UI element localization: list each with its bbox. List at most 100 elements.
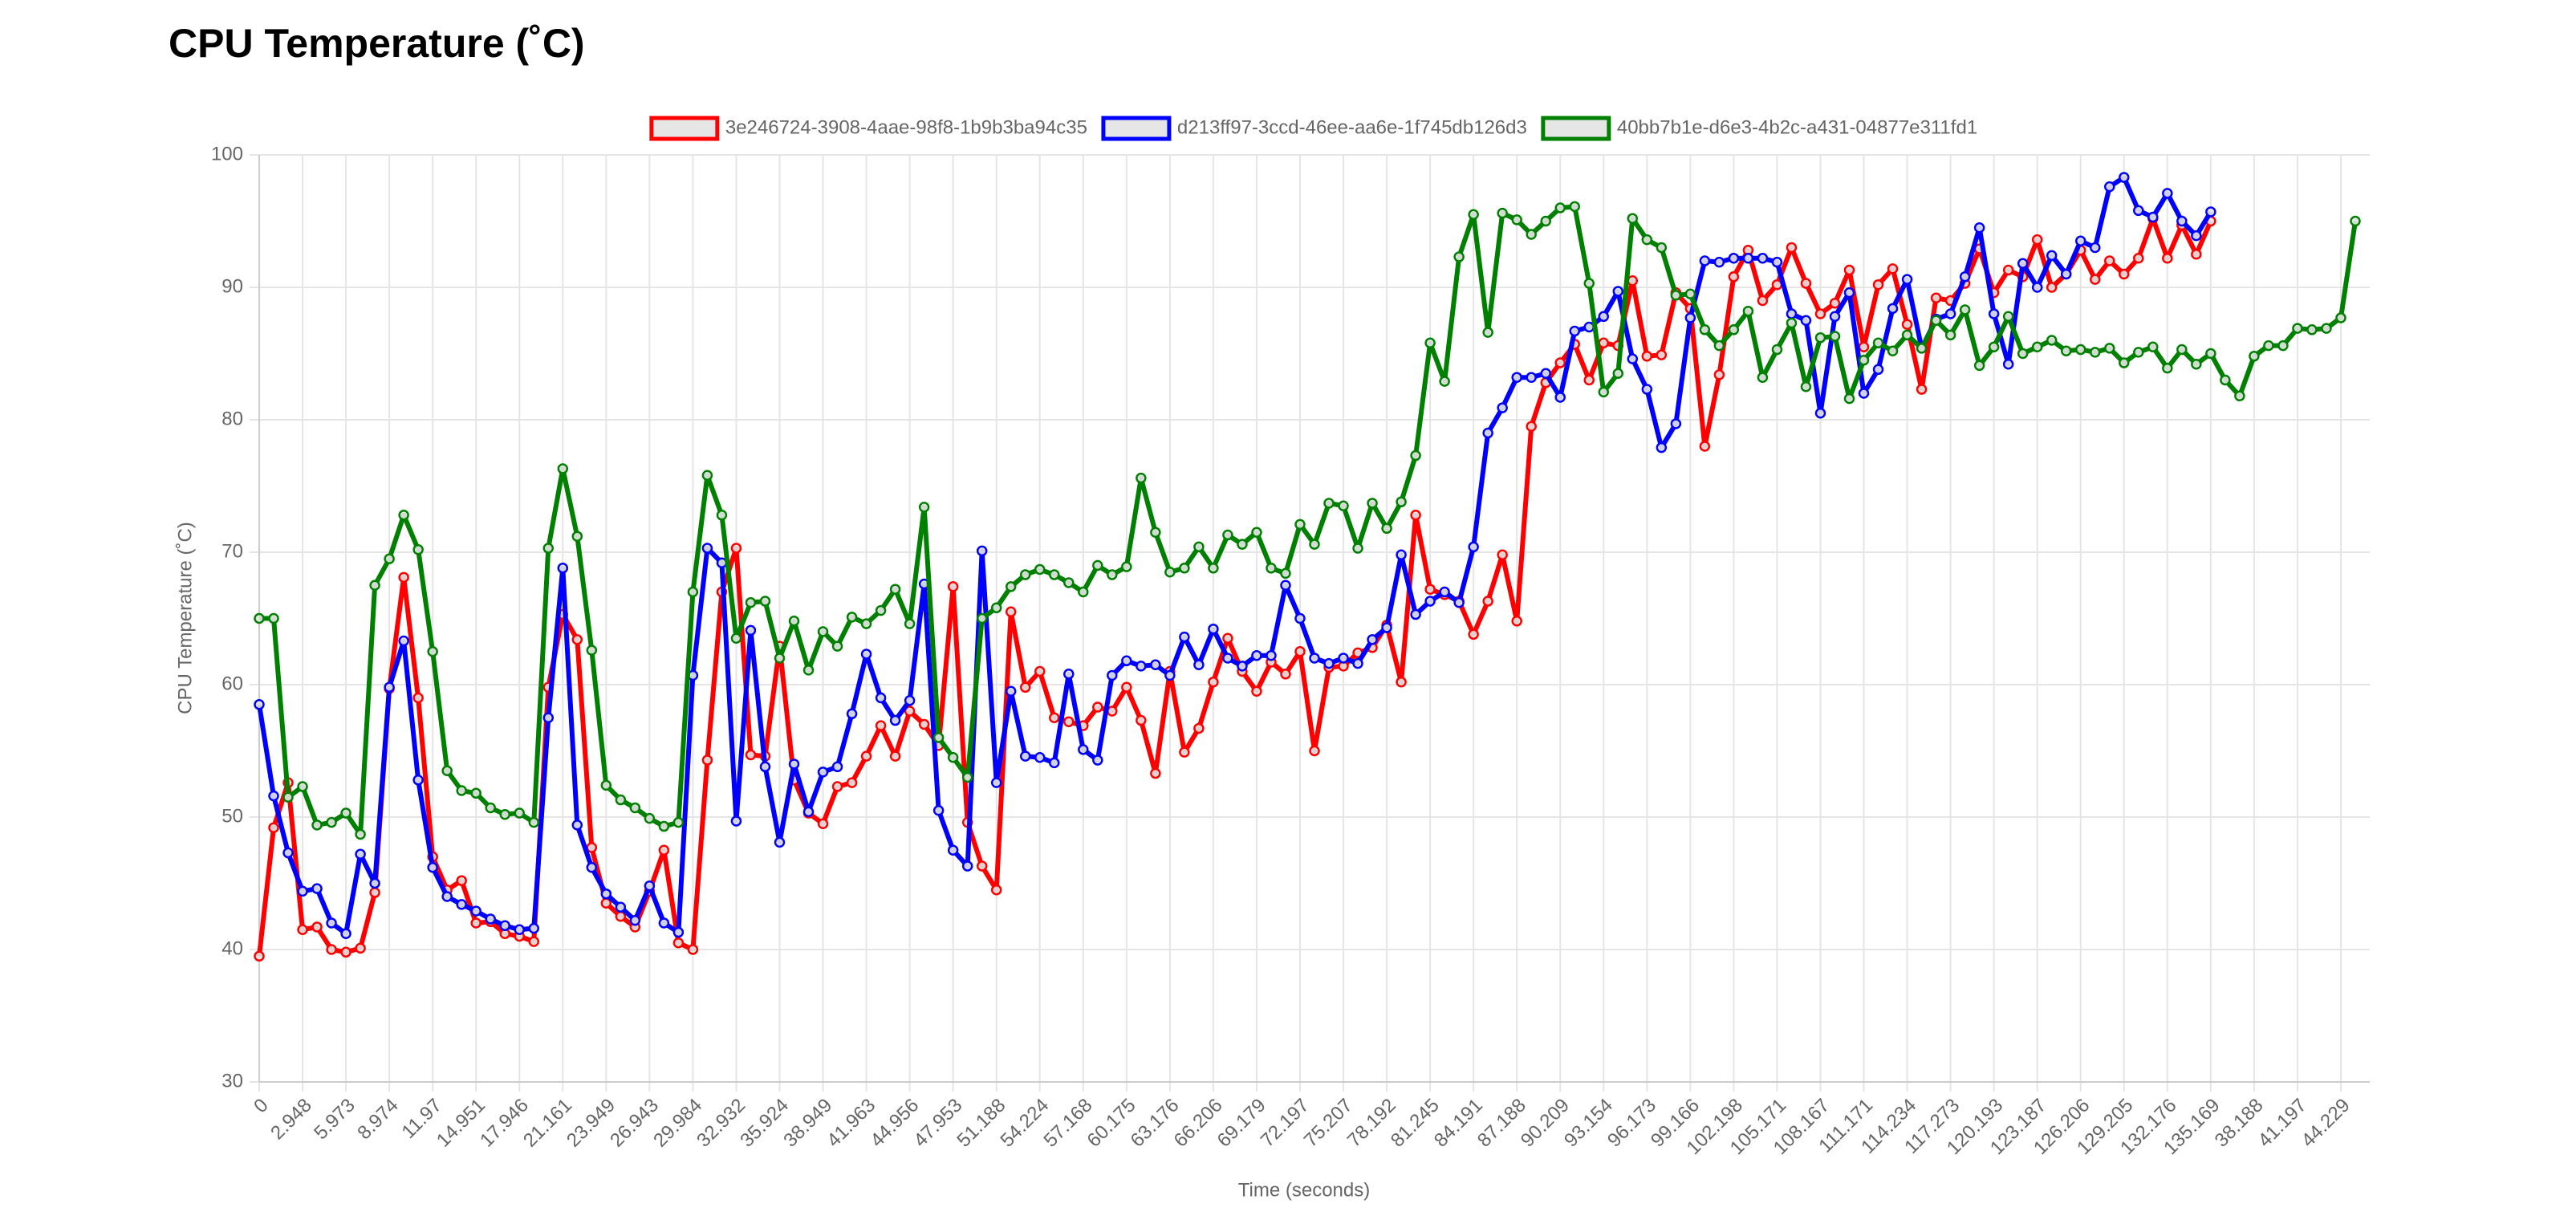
data-point [1887,303,1899,315]
data-point [759,761,771,773]
data-point [485,802,496,814]
data-point [1511,616,1522,627]
data-point [268,612,279,624]
data-point [1266,649,1277,661]
data-point [1641,234,1653,246]
data-point [1526,372,1537,383]
data-point [1381,622,1392,633]
data-point [672,926,685,938]
data-point [1092,754,1103,766]
data-point [1641,351,1653,362]
data-point [528,816,540,828]
data-point [918,718,930,730]
data-point [1237,539,1248,550]
data-point [1670,290,1682,301]
data-point [2306,324,2318,336]
x-tick-label: 84.191 [1430,1095,1487,1152]
data-point [701,754,713,766]
data-point [1627,353,1639,364]
data-point [1294,612,1306,624]
data-point [1019,569,1031,580]
data-point [1019,750,1031,762]
data-point [2277,340,2289,352]
data-point [846,708,858,720]
data-point [2162,188,2173,199]
data-point [1901,329,1913,341]
data-point [268,822,279,833]
data-point [456,899,467,910]
data-point [398,635,409,647]
data-point [1005,685,1017,697]
data-point [1814,331,1826,344]
data-point [1381,523,1392,535]
data-point [2176,215,2188,227]
data-point [1179,563,1190,574]
data-point [1887,263,1899,274]
data-point [1511,372,1522,383]
data-point [1540,215,1551,227]
data-point [1251,649,1262,661]
data-point [1323,498,1335,509]
data-point [904,695,916,706]
data-point [1757,252,1769,264]
data-point [1728,271,1740,283]
x-tick-label: 8.974 [353,1095,403,1145]
data-point [2060,345,2072,356]
data-point [456,785,467,796]
data-point [1554,357,1566,368]
data-point [990,777,1002,788]
data-point [1063,577,1075,588]
data-point [716,510,728,521]
data-point [1670,418,1682,429]
data-point [571,531,583,542]
data-point [1612,368,1624,379]
data-point [1107,669,1118,681]
data-point [1554,392,1566,403]
data-point [441,891,453,902]
data-point [745,624,757,636]
data-point [1569,325,1580,337]
data-point [1468,209,1479,220]
y-tick-label: 100 [211,143,243,165]
data-point [629,914,641,926]
data-point [1078,744,1089,755]
legend-swatch [1541,116,1611,141]
data-point [1829,311,1841,323]
data-point [615,794,627,806]
data-point [514,807,525,819]
data-point [311,921,323,933]
data-point [730,543,742,554]
data-point [1424,596,1436,607]
data-point [1641,384,1653,395]
data-point [889,750,901,762]
data-point [1771,256,1783,268]
data-point [2017,348,2029,360]
data-point [2119,172,2130,183]
data-point [2176,344,2188,356]
data-point [1800,278,1812,289]
data-point [1338,653,1349,664]
data-point [499,920,510,932]
data-point [2133,252,2144,264]
x-tick-label: 38.188 [2211,1095,2268,1152]
data-point [485,913,496,925]
x-axis-label: Time (seconds) [1238,1179,1370,1201]
data-point [297,781,308,792]
data-point [1814,308,1826,319]
data-point [398,571,409,584]
x-tick-label: 32.932 [693,1095,750,1152]
data-point [340,928,351,939]
data-point [1150,527,1161,538]
data-point [1757,372,1769,383]
data-point [2089,347,2101,358]
x-tick-label: 72.197 [1257,1095,1314,1152]
y-tick-label: 50 [221,805,243,827]
data-point [1396,549,1407,561]
data-point [1121,561,1132,572]
data-point [254,612,265,624]
x-tick-label: 87.188 [1473,1095,1530,1152]
data-point [1786,317,1798,329]
data-point [672,937,685,949]
data-point [1208,563,1219,574]
data-point [1800,315,1812,326]
